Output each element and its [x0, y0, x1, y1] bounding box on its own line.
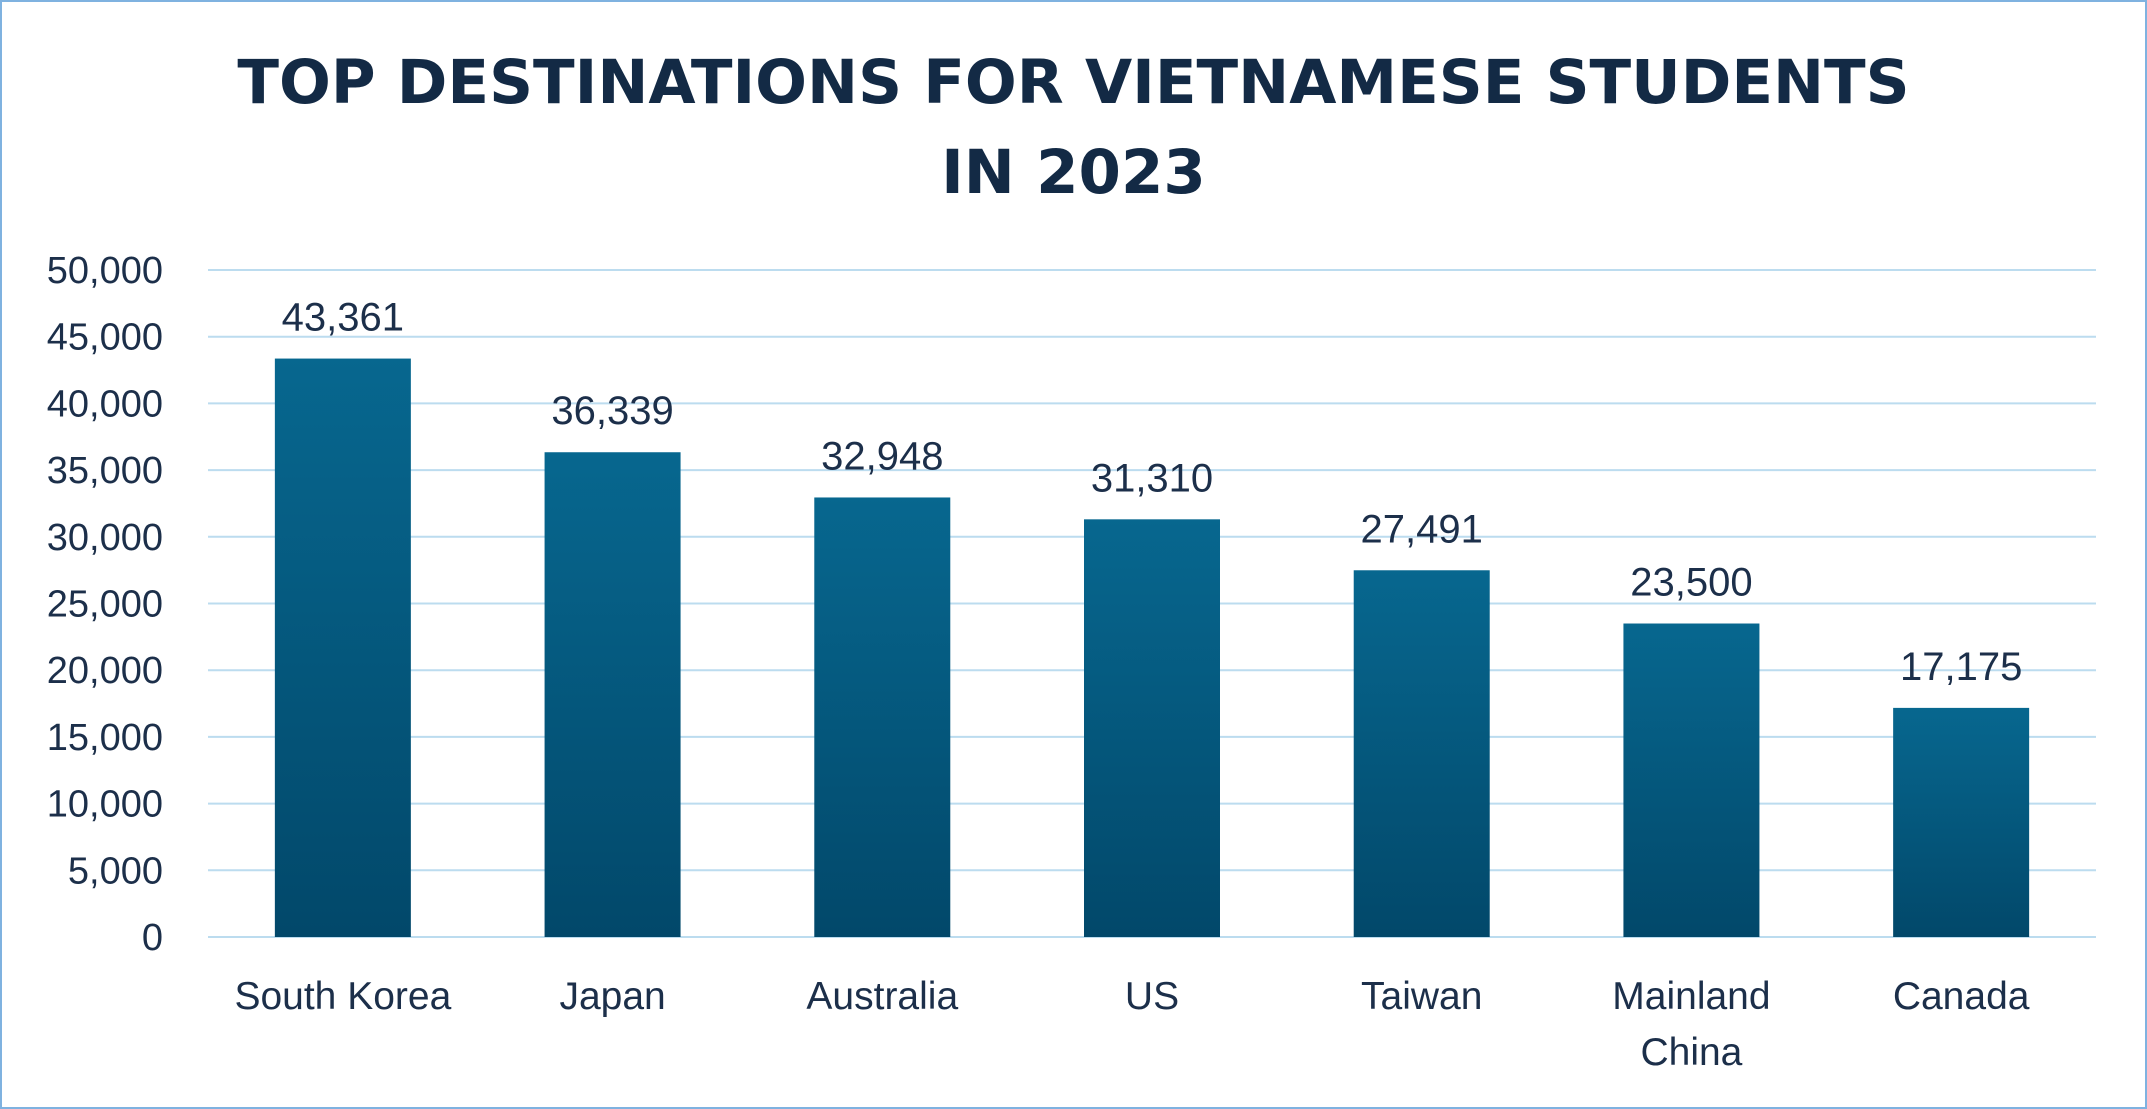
data-label: 17,175: [1900, 645, 2022, 689]
y-tick-label: 20,000: [47, 650, 163, 692]
data-label: 27,491: [1361, 507, 1483, 551]
y-tick-label: 35,000: [47, 450, 163, 492]
y-tick-label: 25,000: [47, 584, 163, 626]
chart-title-line-2: IN 2023: [941, 137, 1206, 208]
x-category-label: Japan: [559, 975, 665, 1018]
data-label: 23,500: [1630, 561, 1752, 605]
x-category-label: Mainland: [1612, 975, 1770, 1018]
data-label: 43,361: [282, 296, 404, 340]
x-category-label: Taiwan: [1361, 975, 1482, 1018]
y-tick-label: 50,000: [47, 250, 163, 292]
bar: [1623, 623, 1760, 937]
bar: [814, 497, 951, 937]
y-tick-label: 30,000: [47, 517, 163, 559]
y-axis-tick-labels: 0 5,000 10,000 15,000 20,000 25,000 30,000 35,0…: [47, 250, 163, 959]
x-axis-category-labels: South Korea Japan Australia US Taiwan Mainlan…: [234, 975, 2029, 1074]
bars: [274, 358, 2030, 937]
bar: [1353, 570, 1490, 937]
x-category-label: US: [1125, 975, 1179, 1018]
y-tick-label: 10,000: [47, 784, 163, 826]
bar: [1084, 519, 1220, 937]
bar: [544, 452, 681, 937]
y-tick-label: 0: [142, 917, 163, 959]
data-labels: 43,361 36,339 32,948 31,310 27,491 23,500 17,1…: [282, 296, 2023, 689]
bar: [274, 358, 411, 937]
bar: [1893, 707, 2030, 937]
y-tick-label: 5,000: [68, 850, 163, 892]
chart-title: TOP DESTINATIONS FOR VIETNAMESE STUDENTS…: [0, 38, 2147, 218]
x-category-label: China: [1640, 1031, 1742, 1074]
y-tick-label: 40,000: [47, 383, 163, 425]
y-tick-label: 15,000: [47, 717, 163, 759]
x-category-label: South Korea: [234, 975, 451, 1018]
y-tick-label: 45,000: [47, 317, 163, 359]
x-category-label: Canada: [1893, 975, 2030, 1018]
data-label: 31,310: [1091, 456, 1213, 500]
data-label: 32,948: [821, 434, 943, 478]
x-category-label: Australia: [806, 975, 958, 1018]
chart-title-line-1: TOP DESTINATIONS FOR VIETNAMESE STUDENTS: [237, 47, 1910, 118]
data-label: 36,339: [551, 389, 673, 433]
